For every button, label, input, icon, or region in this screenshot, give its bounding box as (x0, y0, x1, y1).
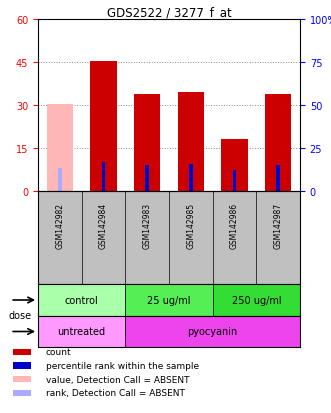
Text: GSM142987: GSM142987 (274, 203, 283, 249)
Bar (276, 166, 280, 192)
Title: GDS2522 / 3277_f_at: GDS2522 / 3277_f_at (107, 6, 231, 19)
Bar (13, 349, 31, 355)
Text: GSM142984: GSM142984 (99, 203, 108, 249)
Text: value, Detection Call = ABSENT: value, Detection Call = ABSENT (46, 375, 189, 384)
Text: rank, Detection Call = ABSENT: rank, Detection Call = ABSENT (46, 388, 184, 397)
Bar (134, 94, 160, 192)
Text: dose: dose (8, 311, 31, 321)
Bar (233, 171, 236, 192)
Bar (13, 363, 31, 369)
Bar (13, 390, 31, 396)
Text: 250 ug/ml: 250 ug/ml (231, 295, 281, 305)
Text: GSM142985: GSM142985 (186, 203, 195, 249)
Bar (213, 284, 300, 316)
Bar (38, 316, 125, 347)
Bar (221, 140, 248, 192)
Text: GSM142983: GSM142983 (143, 203, 152, 249)
Text: count: count (46, 347, 71, 356)
Bar (13, 376, 31, 382)
Bar (265, 94, 291, 192)
Text: GSM142982: GSM142982 (55, 203, 64, 249)
Bar (58, 169, 62, 192)
Bar (178, 93, 204, 192)
Bar (47, 104, 73, 192)
Text: untreated: untreated (58, 327, 106, 337)
Bar (189, 165, 193, 192)
Bar (38, 284, 125, 316)
Text: 25 ug/ml: 25 ug/ml (147, 295, 191, 305)
Bar (125, 316, 300, 347)
Bar (102, 162, 105, 192)
Text: percentile rank within the sample: percentile rank within the sample (46, 361, 199, 370)
Text: control: control (65, 295, 99, 305)
Bar (125, 284, 213, 316)
Text: GSM142986: GSM142986 (230, 203, 239, 249)
Text: pyocyanin: pyocyanin (188, 327, 238, 337)
Bar (145, 166, 149, 192)
Bar (90, 62, 117, 192)
